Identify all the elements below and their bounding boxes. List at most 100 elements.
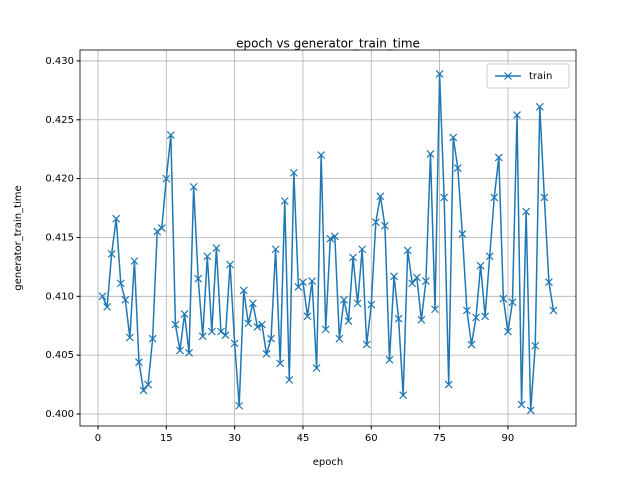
marker xyxy=(217,327,225,336)
marker xyxy=(235,401,244,410)
marker xyxy=(408,279,417,288)
y-tick-label: 0.410 xyxy=(45,291,74,302)
marker xyxy=(367,300,376,309)
legend-box xyxy=(486,63,570,89)
marker xyxy=(103,302,112,311)
y-tick-label: 0.400 xyxy=(45,409,74,420)
marker xyxy=(390,272,398,281)
marker xyxy=(157,224,166,232)
marker xyxy=(472,313,480,322)
marker xyxy=(176,346,184,355)
marker xyxy=(230,339,239,348)
marker xyxy=(326,234,335,243)
marker xyxy=(212,244,221,252)
marker xyxy=(362,340,371,349)
marker xyxy=(467,340,476,349)
marker xyxy=(381,221,389,230)
marker xyxy=(403,246,412,255)
marker xyxy=(130,257,139,265)
chart-title: epoch vs generator_train_time xyxy=(236,37,420,51)
marker xyxy=(139,386,148,395)
marker xyxy=(148,334,157,343)
marker xyxy=(490,193,499,202)
marker xyxy=(198,332,207,341)
marker xyxy=(422,277,430,285)
marker xyxy=(385,355,394,364)
marker xyxy=(253,322,262,331)
marker xyxy=(303,312,312,321)
marker xyxy=(499,294,508,303)
x-tick-label: 0 xyxy=(95,433,101,444)
marker xyxy=(153,227,162,236)
marker xyxy=(308,277,316,285)
y-axis-label: generator_train_time xyxy=(13,185,24,290)
y-tick-label: 0.430 xyxy=(45,56,74,67)
x-axis-label: epoch xyxy=(313,457,343,468)
marker xyxy=(485,252,494,261)
marker xyxy=(185,348,194,357)
marker xyxy=(144,380,153,389)
marker xyxy=(535,102,544,111)
marker xyxy=(289,168,298,177)
marker xyxy=(112,214,121,223)
plot-frame xyxy=(79,49,577,427)
marker xyxy=(508,298,517,307)
marker xyxy=(458,230,467,238)
y-tick-label: 0.405 xyxy=(45,350,74,361)
marker xyxy=(135,358,143,367)
x-tick-label: 90 xyxy=(502,433,515,444)
x-tick-label: 15 xyxy=(160,433,173,444)
marker xyxy=(371,218,380,227)
marker xyxy=(125,333,134,342)
marker xyxy=(330,232,339,241)
marker xyxy=(258,320,266,329)
marker xyxy=(317,151,326,160)
x-tick-label: 75 xyxy=(433,433,446,444)
marker xyxy=(171,320,180,329)
marker xyxy=(344,317,353,325)
marker xyxy=(358,245,367,254)
marker xyxy=(340,295,348,304)
marker xyxy=(399,391,408,400)
marker xyxy=(276,359,285,368)
y-tick-label: 0.420 xyxy=(45,174,74,185)
marker xyxy=(426,149,435,158)
marker xyxy=(440,193,449,202)
marker xyxy=(531,341,540,350)
marker xyxy=(517,400,526,409)
marker xyxy=(116,279,125,288)
marker xyxy=(285,375,294,384)
marker xyxy=(248,299,257,308)
marker xyxy=(271,245,280,254)
y-tick-label: 0.415 xyxy=(45,232,74,243)
marker xyxy=(540,193,549,202)
marker xyxy=(522,207,531,216)
x-tick-label: 60 xyxy=(365,433,378,444)
marker xyxy=(321,325,330,334)
marker xyxy=(107,250,116,258)
marker xyxy=(526,406,535,415)
marker xyxy=(394,314,403,323)
marker xyxy=(267,334,275,343)
marker xyxy=(162,174,171,183)
marker xyxy=(494,153,503,162)
marker xyxy=(194,274,203,283)
marker xyxy=(244,319,253,328)
series-line xyxy=(101,73,555,411)
marker xyxy=(544,278,553,287)
marker xyxy=(417,315,426,324)
marker xyxy=(180,310,189,318)
marker xyxy=(376,192,385,201)
marker xyxy=(121,295,130,304)
marker xyxy=(98,292,107,301)
y-tick-label: 0.425 xyxy=(45,115,74,126)
marker xyxy=(207,327,216,336)
marker xyxy=(221,331,230,340)
marker xyxy=(203,252,212,261)
marker xyxy=(549,306,558,315)
marker xyxy=(503,327,512,336)
legend-marker xyxy=(504,72,512,80)
x-tick-label: 45 xyxy=(297,433,310,444)
marker xyxy=(431,305,439,314)
marker xyxy=(312,364,321,373)
